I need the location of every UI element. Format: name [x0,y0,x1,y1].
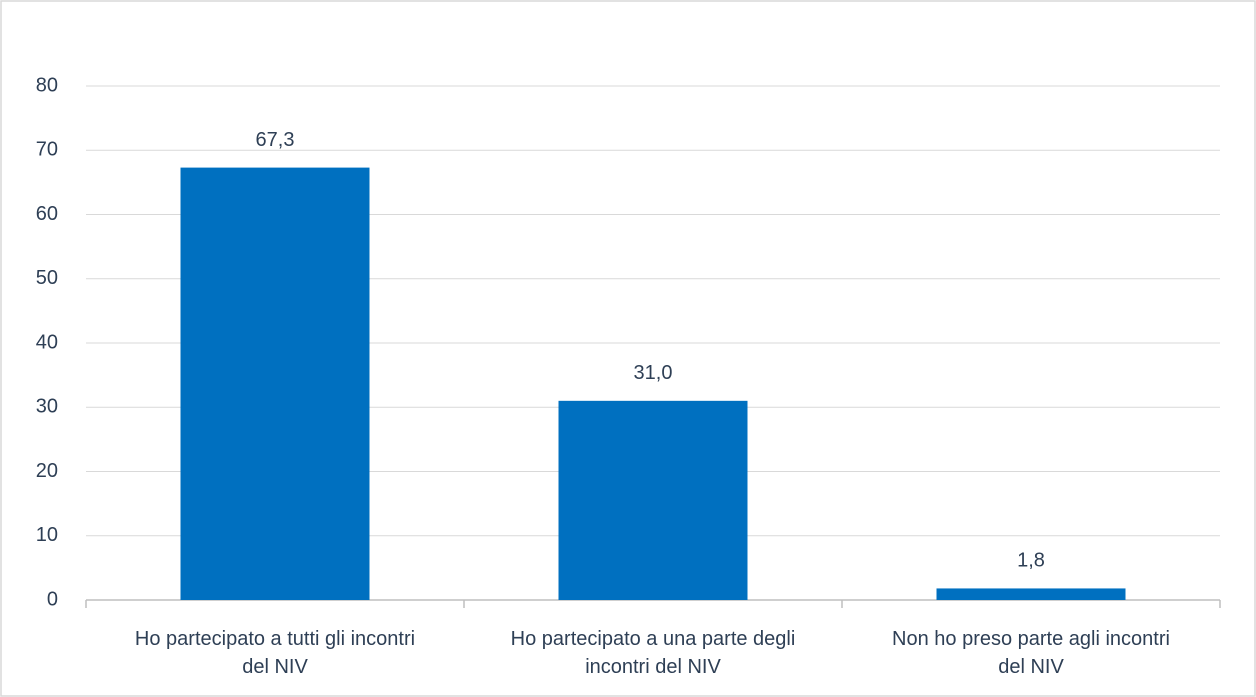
y-tick-label: 40 [36,331,58,353]
x-tick-label: Ho partecipato a una parte degli incontr… [510,628,796,678]
data-label: 31,0 [634,362,673,384]
y-tick-label: 70 [36,139,58,161]
bar [180,167,370,600]
bar [936,588,1126,600]
y-tick-label: 60 [36,203,58,225]
x-tick-label: Non ho preso parte agli incontri del NIV [892,628,1170,678]
y-tick-label: 0 [47,588,58,610]
data-label: 1,8 [1017,550,1045,572]
bar [558,400,748,600]
data-label: 67,3 [256,129,295,151]
y-tick-label: 80 [36,74,58,96]
y-tick-label: 10 [36,524,58,546]
y-tick-label: 30 [36,396,58,418]
y-tick-label: 20 [36,460,58,482]
y-tick-label: 50 [36,267,58,289]
x-tick-label: Ho partecipato a tutti gli incontri del … [134,628,416,678]
